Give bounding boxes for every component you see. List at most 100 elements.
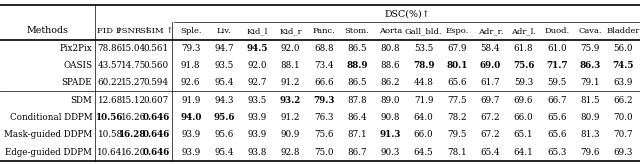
Text: 68.8: 68.8 bbox=[314, 44, 333, 53]
Text: 61.8: 61.8 bbox=[514, 44, 533, 53]
Text: 70.0: 70.0 bbox=[614, 113, 633, 122]
Text: 71.7: 71.7 bbox=[546, 61, 568, 70]
Text: FID ↓: FID ↓ bbox=[97, 27, 123, 35]
Text: SPADE: SPADE bbox=[61, 78, 92, 87]
Text: 95.4: 95.4 bbox=[214, 78, 234, 87]
Text: Sple.: Sple. bbox=[180, 27, 202, 35]
Text: 66.7: 66.7 bbox=[547, 96, 566, 105]
Text: 90.8: 90.8 bbox=[381, 113, 400, 122]
Text: 74.5: 74.5 bbox=[612, 61, 634, 70]
Text: 79.3: 79.3 bbox=[181, 44, 200, 53]
Text: 64.1: 64.1 bbox=[514, 148, 533, 157]
Text: 44.8: 44.8 bbox=[413, 78, 434, 87]
Text: 78.2: 78.2 bbox=[447, 113, 467, 122]
Text: 69.0: 69.0 bbox=[479, 61, 501, 70]
Text: 86.5: 86.5 bbox=[348, 78, 367, 87]
Text: 92.0: 92.0 bbox=[281, 44, 300, 53]
Text: 79.6: 79.6 bbox=[580, 148, 600, 157]
Text: 43.57: 43.57 bbox=[97, 61, 123, 70]
Text: 67.2: 67.2 bbox=[481, 130, 500, 139]
Text: 94.3: 94.3 bbox=[214, 96, 234, 105]
Text: 65.3: 65.3 bbox=[547, 148, 566, 157]
Text: 66.0: 66.0 bbox=[414, 130, 433, 139]
Text: 60.22: 60.22 bbox=[97, 78, 123, 87]
Text: 73.4: 73.4 bbox=[314, 61, 333, 70]
Text: 66.0: 66.0 bbox=[514, 113, 533, 122]
Text: 86.2: 86.2 bbox=[381, 78, 400, 87]
Text: 78.86: 78.86 bbox=[97, 44, 123, 53]
Text: 10.64: 10.64 bbox=[97, 148, 123, 157]
Text: 77.5: 77.5 bbox=[447, 96, 467, 105]
Text: 93.2: 93.2 bbox=[280, 96, 301, 105]
Text: 65.1: 65.1 bbox=[514, 130, 533, 139]
Text: Gall_bld.: Gall_bld. bbox=[405, 27, 442, 35]
Text: 15.12: 15.12 bbox=[120, 96, 146, 105]
Text: Duod.: Duod. bbox=[544, 27, 570, 35]
Text: Cava.: Cava. bbox=[579, 27, 602, 35]
Text: 92.0: 92.0 bbox=[248, 61, 267, 70]
Text: 64.5: 64.5 bbox=[414, 148, 433, 157]
Text: 86.3: 86.3 bbox=[579, 61, 601, 70]
Text: 79.3: 79.3 bbox=[313, 96, 335, 105]
Text: 87.1: 87.1 bbox=[348, 130, 367, 139]
Text: 69.6: 69.6 bbox=[514, 96, 533, 105]
Text: 80.8: 80.8 bbox=[381, 44, 400, 53]
Text: 53.5: 53.5 bbox=[414, 44, 433, 53]
Text: 93.9: 93.9 bbox=[181, 130, 200, 139]
Text: Edge-guided DDPM: Edge-guided DDPM bbox=[5, 148, 92, 157]
Text: 95.6: 95.6 bbox=[213, 113, 235, 122]
Text: 79.5: 79.5 bbox=[447, 130, 467, 139]
Text: SDM: SDM bbox=[70, 96, 92, 105]
Text: 88.6: 88.6 bbox=[381, 61, 400, 70]
Text: Pix2Pix: Pix2Pix bbox=[60, 44, 92, 53]
Text: 66.2: 66.2 bbox=[614, 96, 633, 105]
Text: 86.7: 86.7 bbox=[348, 148, 367, 157]
Text: 95.4: 95.4 bbox=[214, 148, 234, 157]
Text: 16.26: 16.26 bbox=[120, 113, 146, 122]
Text: 76.3: 76.3 bbox=[314, 113, 333, 122]
Text: 93.5: 93.5 bbox=[248, 96, 267, 105]
Text: 90.3: 90.3 bbox=[381, 148, 400, 157]
Text: 80.9: 80.9 bbox=[580, 113, 600, 122]
Text: 10.56: 10.56 bbox=[97, 113, 124, 122]
Text: 0.646: 0.646 bbox=[143, 148, 170, 157]
Text: 10.58: 10.58 bbox=[97, 130, 123, 139]
Text: Mask-guided DDPM: Mask-guided DDPM bbox=[4, 130, 92, 139]
Text: Kid_r: Kid_r bbox=[279, 27, 302, 35]
Text: Liv.: Liv. bbox=[217, 27, 231, 35]
Text: 16.28: 16.28 bbox=[120, 130, 147, 139]
Text: 93.9: 93.9 bbox=[248, 130, 267, 139]
Text: Stom.: Stom. bbox=[345, 27, 369, 35]
Text: 65.4: 65.4 bbox=[481, 148, 500, 157]
Text: OASIS: OASIS bbox=[63, 61, 92, 70]
Text: DSC(%)↑: DSC(%)↑ bbox=[384, 9, 430, 18]
Text: 0.560: 0.560 bbox=[143, 61, 169, 70]
Text: 67.2: 67.2 bbox=[481, 113, 500, 122]
Text: 78.1: 78.1 bbox=[447, 148, 467, 157]
Text: 16.20: 16.20 bbox=[120, 148, 146, 157]
Text: 69.3: 69.3 bbox=[614, 148, 633, 157]
Text: 81.5: 81.5 bbox=[580, 96, 600, 105]
Text: 61.7: 61.7 bbox=[481, 78, 500, 87]
Text: 94.0: 94.0 bbox=[180, 113, 202, 122]
Text: 0.646: 0.646 bbox=[143, 113, 170, 122]
Text: 65.6: 65.6 bbox=[447, 78, 467, 87]
Text: 93.5: 93.5 bbox=[214, 61, 234, 70]
Text: 91.9: 91.9 bbox=[181, 96, 200, 105]
Text: 67.9: 67.9 bbox=[447, 44, 467, 53]
Text: 64.0: 64.0 bbox=[414, 113, 433, 122]
Text: Aorta: Aorta bbox=[379, 27, 402, 35]
Text: Panc.: Panc. bbox=[312, 27, 335, 35]
Text: 93.8: 93.8 bbox=[248, 148, 267, 157]
Text: 92.6: 92.6 bbox=[181, 78, 200, 87]
Text: 0.646: 0.646 bbox=[143, 130, 170, 139]
Text: Adr_r.: Adr_r. bbox=[477, 27, 503, 35]
Text: 59.3: 59.3 bbox=[514, 78, 533, 87]
Text: 91.2: 91.2 bbox=[281, 78, 300, 87]
Text: 94.5: 94.5 bbox=[246, 44, 268, 53]
Text: 93.9: 93.9 bbox=[181, 148, 200, 157]
Text: Espo.: Espo. bbox=[445, 27, 468, 35]
Text: 59.5: 59.5 bbox=[547, 78, 566, 87]
Text: 88.9: 88.9 bbox=[346, 61, 368, 70]
Text: 90.9: 90.9 bbox=[281, 130, 300, 139]
